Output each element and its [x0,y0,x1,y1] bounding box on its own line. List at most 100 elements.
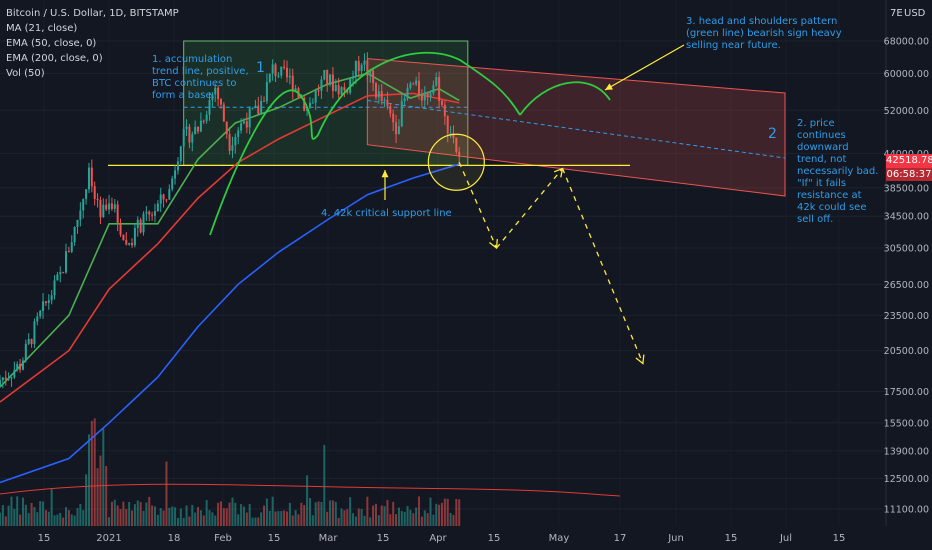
volume-bar [24,504,27,526]
volume-bar [70,514,73,526]
candle-body [96,198,99,200]
annotation-support-line[interactable]: 4. 42k critical support line [321,208,452,219]
candle-body [303,97,306,111]
legend-ema50[interactable]: EMA (50, close, 0) [6,38,97,49]
volume-bar [346,509,349,526]
candle-body [415,80,418,85]
price-tick-label: 34500.00 [884,212,929,223]
candle-body [214,87,217,95]
candle-body [412,83,415,85]
annotation-accumulation[interactable]: 1. accumulation trend line, positive, BT… [152,54,249,101]
volume-bar [277,511,280,526]
candle-body [108,203,111,210]
price-tick-label: 38500.00 [884,183,929,194]
candle-body [27,338,30,344]
price-tick-label: 23500.00 [884,311,929,322]
candle-body [438,77,441,101]
annotation-downtrend[interactable]: 2. price continues downward trend, not n… [797,118,879,225]
legend-volume[interactable]: Vol (50) [6,68,45,79]
volume-bar [96,468,99,526]
candle-body [16,363,19,371]
time-tick-label: Feb [214,533,232,544]
candle-body [268,73,271,83]
symbol-title[interactable]: Bitcoin / U.S. Dollar, 1D, BITSTAMP [6,8,179,19]
price-tick-label: 15500.00 [884,418,929,429]
volume-bar [105,466,108,526]
ema200-line [0,163,460,484]
volume-bar [62,517,65,526]
candle-body [151,214,154,216]
candle-body [194,126,197,135]
volume-bar [357,508,360,526]
volume-bar [119,509,122,526]
volume-bar [423,510,426,526]
volume-bar [420,516,423,526]
volume-bar [363,515,366,526]
volume-bar [44,510,47,526]
volume-bar [260,512,263,526]
candle-body [219,99,222,105]
volume-bar [87,434,90,526]
candle-body [242,121,245,124]
volume-bar [274,511,277,526]
candle-body [199,120,202,132]
price-tick-label: 30500.00 [884,244,929,255]
candle-body [228,134,231,151]
volume-bar [334,501,337,526]
candle-body [67,251,70,253]
time-tick-label: 15 [38,533,51,544]
volume-bar [240,504,243,526]
volume-bar [122,501,125,526]
candle-body [165,199,168,201]
volume-bars [0,418,621,526]
volume-bar [323,444,326,526]
downtrend-channel [366,58,786,197]
candle-body [254,105,257,109]
price-tick-label: 52000.00 [884,106,929,117]
volume-bar [30,503,33,526]
volume-bar [360,508,363,526]
candle-body [403,98,406,102]
volume-bar [331,500,334,526]
candle-body [352,76,355,79]
volume-bar [320,502,323,526]
volume-bar [128,501,131,526]
legend-ma21[interactable]: MA (21, close) [6,23,78,34]
volume-bar [386,499,389,526]
candle-body [265,82,268,102]
volume-bar [125,509,128,526]
candle-body [263,100,266,102]
candle-body [21,360,24,370]
current-price-badge: 42518.78 [886,154,932,168]
volume-bar [185,505,188,526]
candle-body [113,204,116,209]
volume-bar [426,513,429,526]
legend-ema200[interactable]: EMA (200, close, 0) [6,53,103,64]
candle-body [70,242,73,252]
candle-body [30,338,33,345]
candle-body [119,222,122,235]
candle-body [369,70,372,76]
volume-bar [39,501,42,526]
right-shoulder-curve [519,81,611,116]
price-axis[interactable]: 68000.0060000.0052000.0044000.0038500.00… [884,37,929,516]
support-note-arrow-head [381,170,389,178]
time-tick-label: Apr [429,533,447,544]
volume-bar [90,420,93,526]
volume-bar [306,475,309,526]
indicator-legend[interactable]: Bitcoin / U.S. Dollar, 1D, BITSTAMP MA (… [6,6,179,81]
candle-body [47,300,50,304]
volume-bar [314,502,317,526]
volume-bar [343,510,346,526]
box-2-label: 2 [768,126,777,142]
annotation-head-shoulders[interactable]: 3. head and shoulders pattern (green lin… [686,16,842,51]
volume-bar [263,505,266,526]
candle-body [260,100,263,115]
time-axis[interactable]: 15 2021 18 Feb 15 Mar 15 Apr 15 May 17 Jun 15 Jul 15 [38,533,846,544]
candle-body [288,75,291,78]
volume-bar [13,508,16,526]
volume-bar [337,517,340,526]
candle-body [374,83,377,98]
candle-body [340,87,343,95]
